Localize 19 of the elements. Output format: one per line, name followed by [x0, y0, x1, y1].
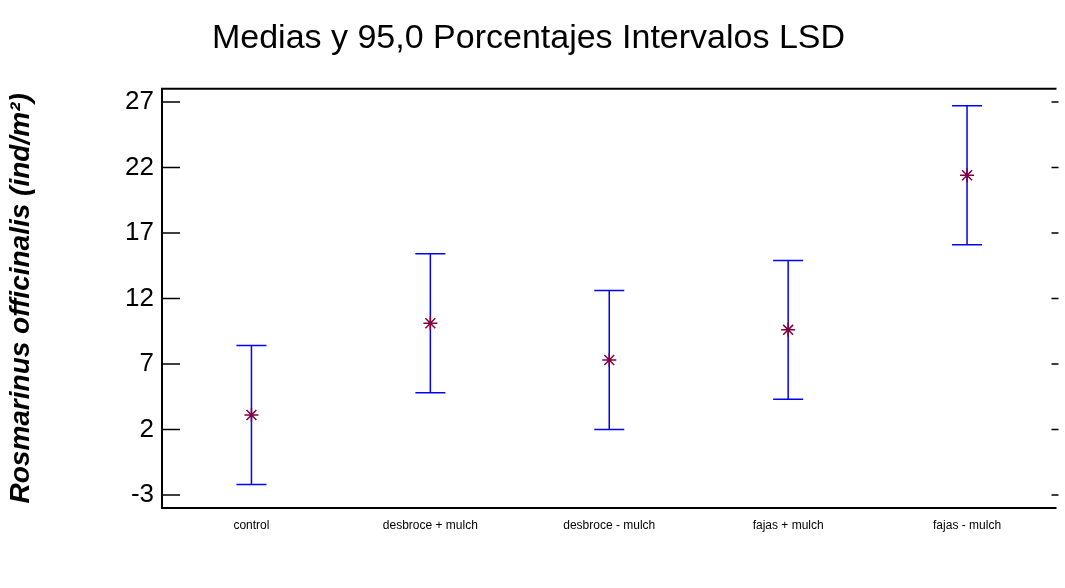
y-tick-label: 12: [125, 281, 154, 312]
point: [243, 407, 260, 423]
y-tick-label: 2: [139, 412, 154, 443]
y-tick-label: 17: [125, 216, 154, 247]
x-tick-label: control: [233, 517, 270, 532]
y-tick-label: 22: [125, 150, 154, 181]
x-tick-label: desbroce + mulch: [382, 517, 478, 532]
chart-title: Medias y 95,0 Porcentajes Intervalos LSD: [211, 16, 846, 55]
x-tick-label: fajas - mulch: [933, 517, 1002, 532]
point: [601, 352, 617, 368]
y-axis-title: Rosmarinus officinalis (ind/m²): [3, 93, 35, 504]
y-tick-label: 27: [125, 85, 154, 116]
x-tick-label: fajas + mulch: [752, 517, 824, 532]
point: [422, 315, 439, 332]
y-tick-label: -3: [130, 478, 154, 509]
y-tick-label: 7: [139, 347, 154, 378]
point: [780, 322, 796, 338]
x-tick-label: desbroce - mulch: [563, 517, 656, 532]
point: [959, 167, 975, 184]
